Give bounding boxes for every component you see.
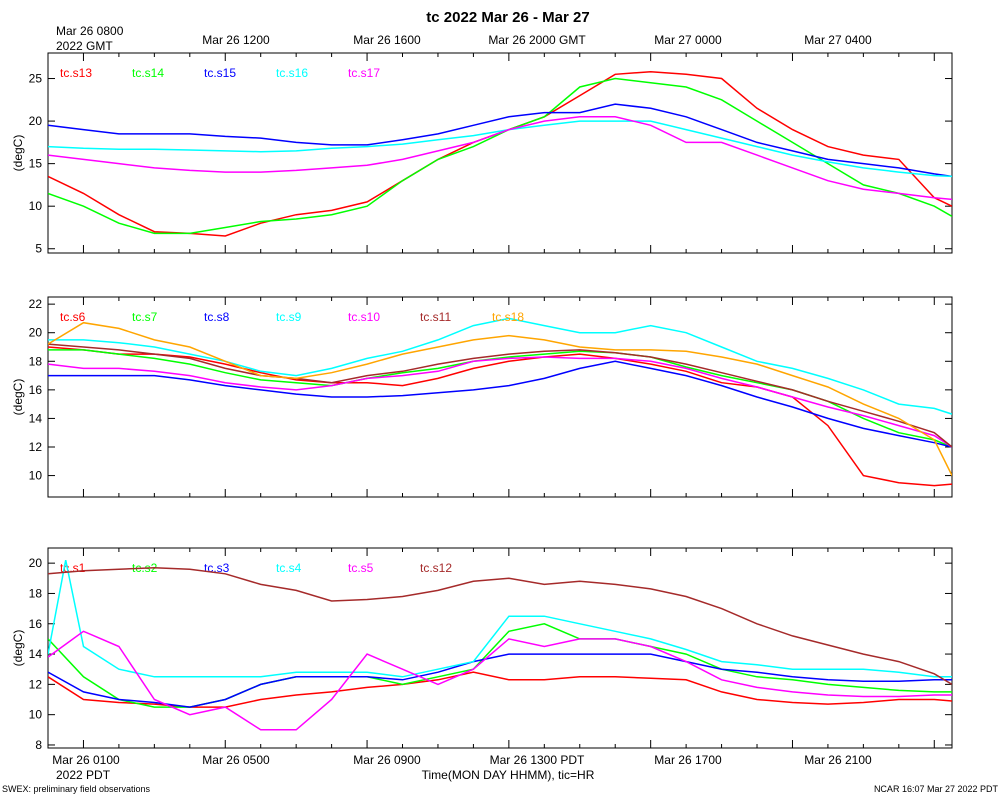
y-tick-label: 12: [29, 440, 43, 454]
series-line-tc.s17: [48, 116, 952, 201]
gmt-tick-label: Mar 26 2000 GMT: [488, 33, 586, 47]
legend-entry-tc.s17: tc.s17: [348, 66, 380, 80]
plot-frame: [47, 547, 953, 749]
y-tick-label: 10: [29, 199, 43, 213]
series-line-tc.s3: [48, 653, 952, 708]
footer-right: NCAR 16:07 Mar 27 2022 PDT: [874, 784, 999, 794]
chart-title: tc 2022 Mar 26 - Mar 27: [426, 9, 589, 26]
gmt-first-label-line1: Mar 26 0800: [56, 24, 124, 38]
series-line-tc.s9: [48, 317, 952, 415]
legend-entry-tc.s7: tc.s7: [132, 310, 158, 324]
legend-entry-tc.s13: tc.s13: [60, 66, 92, 80]
series-line-tc.s16: [48, 120, 952, 178]
gmt-tick-label: Mar 27 0000: [654, 33, 722, 47]
legend-entry-tc.s16: tc.s16: [276, 66, 308, 80]
y-tick-label: 8: [35, 738, 42, 752]
y-tick-label: 18: [29, 586, 43, 600]
legend-entry-tc.s18: tc.s18: [492, 310, 524, 324]
y-tick-label: 22: [29, 297, 43, 311]
y-tick-label: 16: [29, 617, 43, 631]
y-axis-label: (degC): [11, 135, 25, 172]
y-tick-label: 10: [29, 469, 43, 483]
y-tick-label: 20: [29, 556, 43, 570]
y-tick-label: 14: [29, 411, 43, 425]
panels-group: 5 10 15 20 25 (degC) tc.s13 tc.s14 tc.s15 tc.s16 t…: [11, 52, 953, 752]
series-line-tc.s12: [48, 566, 952, 686]
legend-entry-tc.s14: tc.s14: [132, 66, 164, 80]
series-line-tc.s11: [48, 343, 952, 448]
x-axis-label: Time(MON DAY HHMM), tic=HR: [422, 768, 595, 782]
plot-frame: [47, 52, 953, 254]
y-tick-label: 15: [29, 157, 43, 171]
plot-frame: [47, 296, 953, 498]
gmt-first-label-line2: 2022 GMT: [56, 39, 113, 53]
y-tick-label: 12: [29, 677, 43, 691]
pdt-sublabel: 2022 PDT: [56, 768, 111, 782]
legend-entry-tc.s12: tc.s12: [420, 561, 452, 575]
legend-entry-tc.s10: tc.s10: [348, 310, 380, 324]
pdt-tick-label: Mar 26 1300 PDT: [490, 753, 585, 767]
pdt-tick-label: Mar 26 0900: [353, 753, 421, 767]
series-line-tc.s6: [48, 346, 952, 487]
series-line-tc.s8: [48, 360, 952, 448]
series-line-tc.s5: [48, 630, 952, 731]
legend-entry-tc.s8: tc.s8: [204, 310, 230, 324]
panel-2: 10 12 14 16 18 20 22 (degC) tc.s6 tc.s7 tc.s8 tc.s9…: [11, 296, 953, 498]
pdt-tick-label: Mar 26 0500: [202, 753, 270, 767]
gmt-tick-label: Mar 27 0400: [804, 33, 872, 47]
series-line-tc.s13: [48, 70, 952, 237]
y-tick-label: 20: [29, 326, 43, 340]
y-tick-label: 20: [29, 114, 43, 128]
series-line-tc.s1: [48, 671, 952, 708]
series-line-tc.s18: [48, 321, 952, 476]
series-line-tc.s15: [48, 103, 952, 178]
gmt-tick-label: Mar 26 1600: [353, 33, 421, 47]
series-line-tc.s7: [48, 349, 952, 448]
pdt-tick-label: Mar 26 2100: [804, 753, 872, 767]
y-tick-label: 14: [29, 647, 43, 661]
legend-entry-tc.s4: tc.s4: [276, 561, 302, 575]
y-tick-label: 16: [29, 383, 43, 397]
series-line-tc.s4: [48, 559, 952, 678]
y-axis-label: (degC): [11, 630, 25, 667]
legend-entry-tc.s15: tc.s15: [204, 66, 236, 80]
footer-left: SWEX: preliminary field observations: [2, 784, 151, 794]
pdt-tick-label: Mar 26 1700: [654, 753, 722, 767]
panel-1: 5 10 15 20 25 (degC) tc.s13 tc.s14 tc.s15 tc.s16 t…: [11, 52, 953, 256]
y-tick-label: 10: [29, 708, 43, 722]
legend-entry-tc.s5: tc.s5: [348, 561, 374, 575]
y-tick-label: 25: [29, 72, 43, 86]
y-axis-label: (degC): [11, 379, 25, 416]
series-line-tc.s10: [48, 356, 952, 448]
y-tick-label: 5: [35, 242, 42, 256]
legend-entry-tc.s6: tc.s6: [60, 310, 86, 324]
gmt-tick-label: Mar 26 1200: [202, 33, 270, 47]
legend-entry-tc.s9: tc.s9: [276, 310, 302, 324]
y-tick-label: 18: [29, 354, 43, 368]
pdt-tick-label: Mar 26 0100: [52, 753, 120, 767]
legend-entry-tc.s11: tc.s11: [420, 310, 451, 324]
